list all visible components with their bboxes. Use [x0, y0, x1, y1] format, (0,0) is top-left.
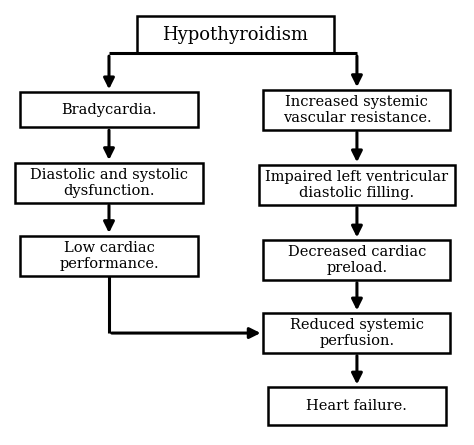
- Bar: [16, 163, 202, 202]
- Bar: [264, 240, 450, 280]
- Text: Increased systemic
vascular resistance.: Increased systemic vascular resistance.: [283, 95, 431, 125]
- Text: Impaired left ventricular
diastolic filling.: Impaired left ventricular diastolic fill…: [265, 170, 448, 200]
- Bar: [259, 165, 455, 205]
- Bar: [264, 313, 450, 353]
- Bar: [20, 236, 198, 275]
- Text: Diastolic and systolic
dysfunction.: Diastolic and systolic dysfunction.: [30, 168, 188, 198]
- Text: Hypothyroidism: Hypothyroidism: [162, 25, 308, 44]
- Bar: [268, 387, 446, 425]
- Bar: [264, 90, 450, 129]
- Text: Low cardiac
performance.: Low cardiac performance.: [59, 241, 159, 271]
- Bar: [20, 92, 198, 127]
- Text: Decreased cardiac
preload.: Decreased cardiac preload.: [288, 245, 426, 275]
- Text: Heart failure.: Heart failure.: [307, 399, 407, 413]
- Text: Bradycardia.: Bradycardia.: [61, 103, 157, 117]
- Text: Reduced systemic
perfusion.: Reduced systemic perfusion.: [290, 318, 424, 348]
- Bar: [137, 16, 334, 53]
